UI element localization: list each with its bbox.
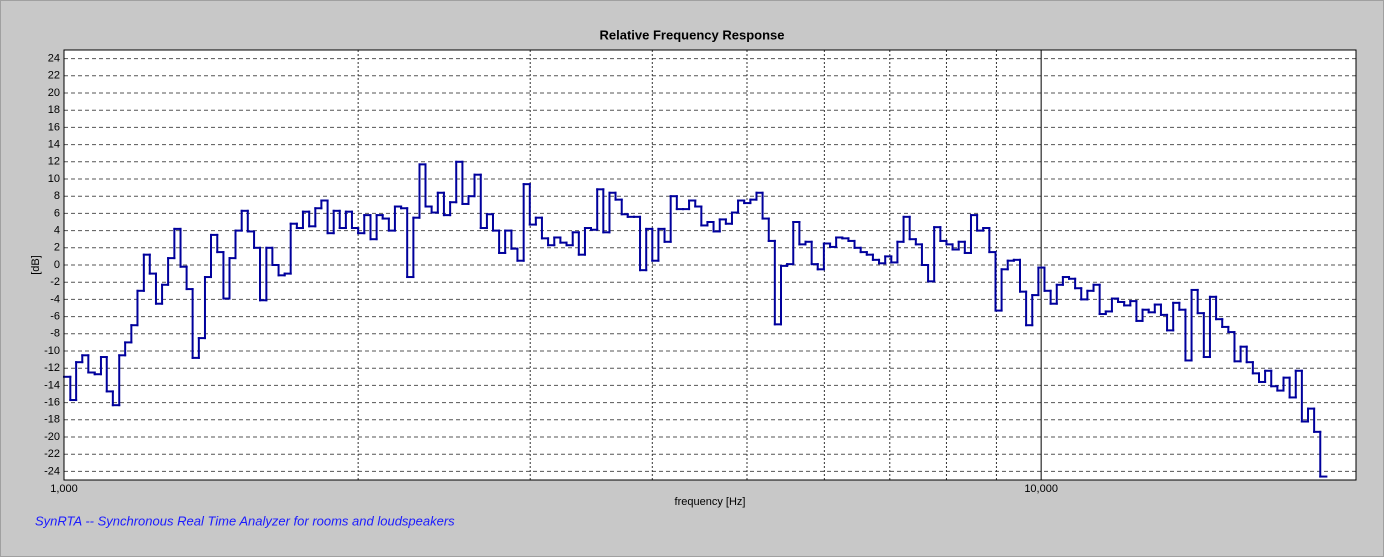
y-tick-label: 10	[48, 173, 60, 185]
x-tick-label: 1,000	[50, 483, 78, 495]
y-tick-label: -2	[50, 276, 60, 288]
y-tick-label: -4	[50, 293, 60, 305]
y-tick-label: 16	[48, 121, 60, 133]
y-tick-label: 24	[48, 53, 60, 65]
y-tick-label: 0	[54, 259, 60, 271]
y-tick-label: -20	[44, 431, 60, 443]
y-tick-label: 2	[54, 242, 60, 254]
y-tick-label: -16	[44, 397, 60, 409]
y-tick-label: -6	[50, 311, 60, 323]
y-tick-label: 8	[54, 190, 60, 202]
y-tick-label: -18	[44, 414, 60, 426]
y-tick-label: 6	[54, 207, 60, 219]
y-tick-label: -12	[44, 362, 60, 374]
footer-annotation: SynRTA -- Synchronous Real Time Analyzer…	[35, 513, 455, 528]
y-tick-label: -10	[44, 345, 60, 357]
x-axis-label: frequency [Hz]	[675, 496, 746, 508]
y-tick-label: 14	[48, 139, 60, 151]
y-tick-label: -22	[44, 448, 60, 460]
y-tick-label: 18	[48, 104, 60, 116]
y-tick-label: 20	[48, 87, 60, 99]
y-tick-label: -14	[44, 379, 60, 391]
y-tick-label: 12	[48, 156, 60, 168]
y-tick-label: -8	[50, 328, 60, 340]
chart-title: Relative Frequency Response	[600, 27, 785, 42]
plot-border	[63, 49, 1357, 481]
y-tick-label: 4	[54, 225, 60, 237]
x-tick-label: 10,000	[1024, 483, 1058, 495]
y-axis-label: [dB]	[30, 255, 42, 275]
y-tick-label: 22	[48, 70, 60, 82]
y-tick-label: -24	[44, 465, 60, 477]
